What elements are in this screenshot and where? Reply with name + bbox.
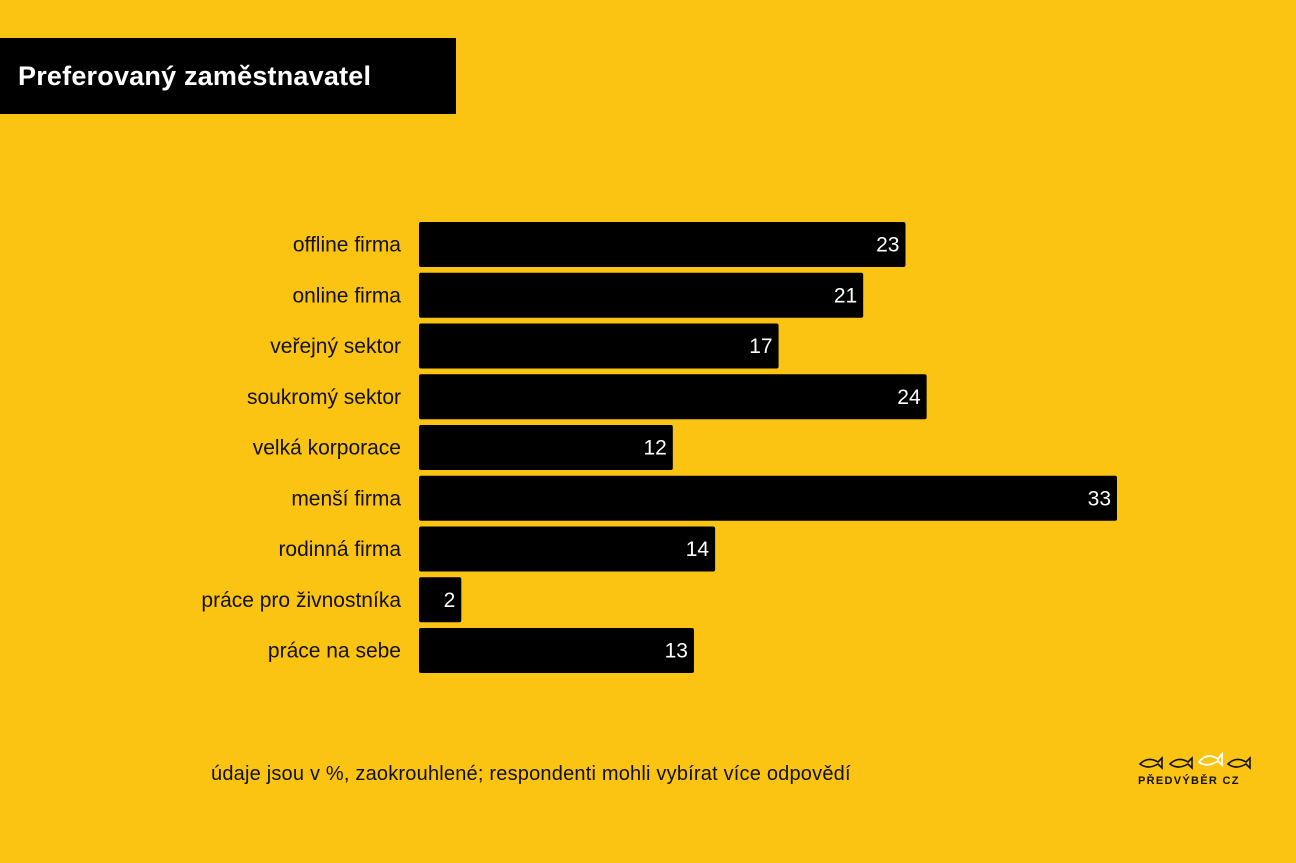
category-label: menší firma (291, 487, 401, 510)
bar (419, 628, 694, 673)
value-label: 12 (643, 437, 666, 460)
bar (419, 577, 462, 623)
value-label: 33 (1088, 487, 1111, 510)
bar (419, 272, 864, 318)
value-label: 21 (834, 284, 857, 307)
bar (419, 526, 716, 572)
bar (419, 323, 779, 369)
category-label: práce pro živnostníka (201, 589, 401, 612)
bar (419, 374, 927, 420)
bar (419, 425, 673, 470)
category-label: online firma (292, 284, 401, 307)
value-label: 17 (749, 335, 772, 358)
title-banner: Preferovaný zaměstnavatel (0, 38, 456, 114)
value-label: 13 (665, 640, 688, 663)
value-label: 23 (876, 234, 899, 257)
footnote: údaje jsou v %, zaokrouhlené; respondent… (211, 763, 851, 785)
bar (419, 222, 906, 267)
category-label: soukromý sektor (247, 386, 401, 409)
logo-text: PŘEDVÝBĚR CZ (1138, 775, 1240, 787)
bar (419, 475, 1117, 521)
value-label: 2 (444, 589, 456, 612)
page-title: Preferovaný zaměstnavatel (18, 60, 372, 91)
logo: PŘEDVÝBĚR CZ (1132, 748, 1262, 792)
category-label: veřejný sektor (270, 335, 401, 358)
category-label: práce na sebe (268, 640, 401, 663)
value-label: 24 (897, 386, 921, 409)
category-label: offline firma (293, 234, 401, 257)
category-label: rodinná firma (278, 538, 401, 561)
value-label: 14 (686, 538, 710, 561)
fish-icons (1138, 751, 1251, 770)
category-label: velká korporace (253, 437, 401, 460)
